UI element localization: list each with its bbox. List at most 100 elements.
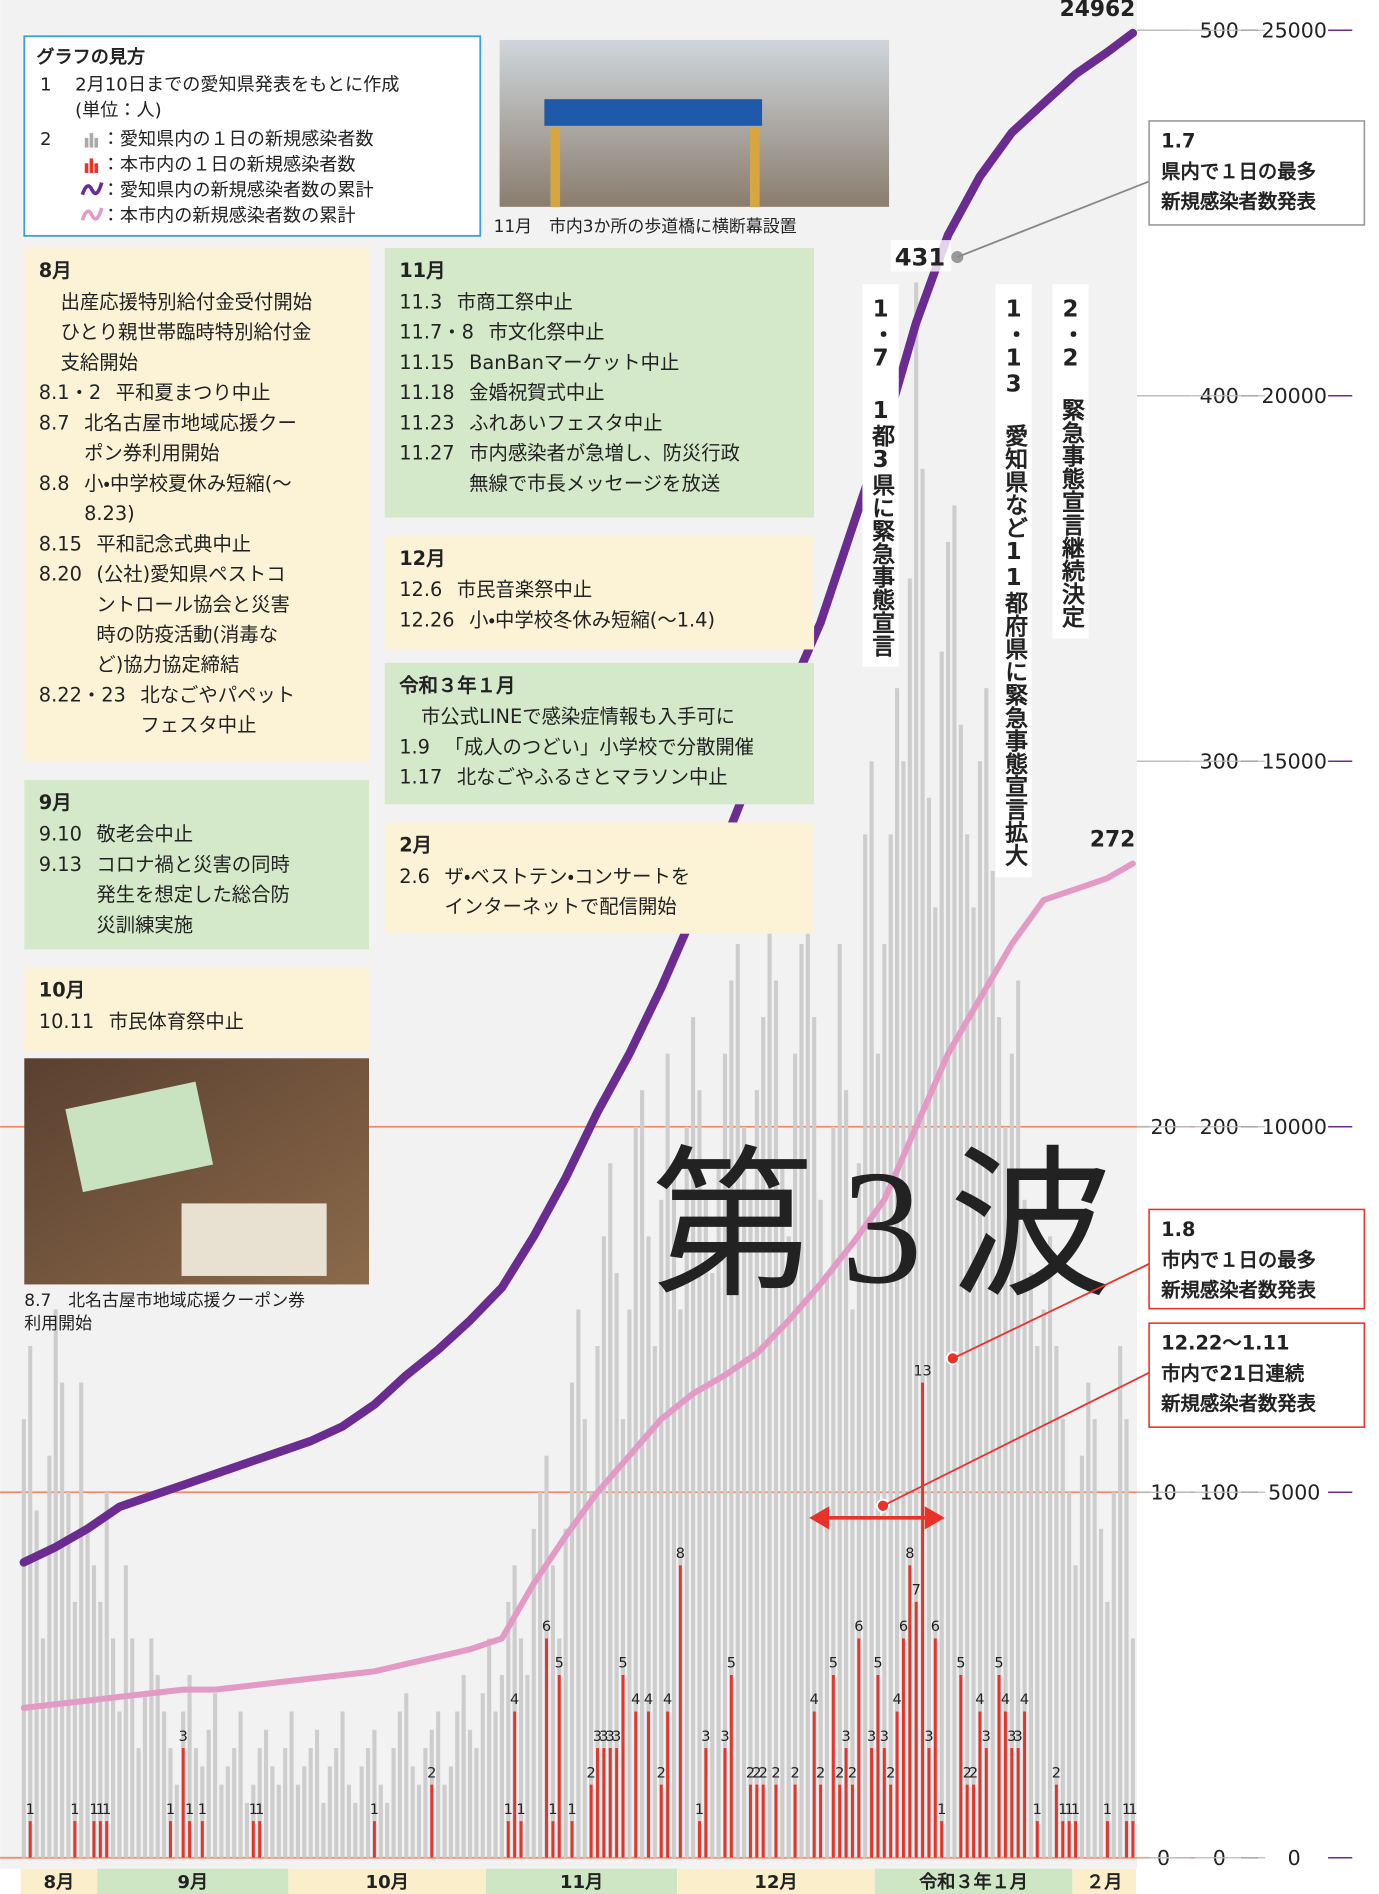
data-label: 2 [1052, 1765, 1061, 1781]
bar [283, 1748, 287, 1858]
bar [1093, 1419, 1097, 1858]
bar [640, 1090, 644, 1858]
bar [1042, 1309, 1046, 1857]
bar [143, 1693, 147, 1857]
bar [328, 1766, 332, 1857]
bar [93, 1821, 96, 1858]
bar [264, 1730, 268, 1858]
bar [698, 1821, 701, 1858]
bar [462, 1675, 466, 1858]
bar [570, 1383, 574, 1858]
bar [513, 1712, 516, 1858]
bar [934, 1638, 937, 1857]
panel-title: 12月 [399, 547, 445, 570]
data-label: 1 [26, 1802, 35, 1818]
panel-title: 令和３年１月 [399, 674, 515, 697]
event-text: 「成人のつどい」小学校で分散開催 [445, 735, 755, 758]
legend-entry: ：本市内の新規感染者数の累計 [102, 205, 356, 226]
bar [124, 1565, 128, 1857]
bar [972, 907, 976, 1857]
data-label: 1 [185, 1802, 194, 1818]
bar [239, 1712, 243, 1858]
announcement-text: 愛知県など11都府県に緊急事態宣言拡大 [1001, 424, 1029, 868]
data-label: 2 [759, 1765, 768, 1781]
bar [500, 1675, 504, 1858]
bar [302, 1766, 306, 1857]
announcement-date: 2・2 [1057, 296, 1083, 371]
legend-note: (単位：人) [75, 100, 162, 121]
data-label: 3 [1014, 1729, 1023, 1745]
bar [768, 907, 772, 1857]
bar [455, 1712, 459, 1858]
event-text: 8.23) [84, 502, 135, 525]
bar [417, 1785, 421, 1858]
legend-icon [85, 163, 89, 173]
bar [1118, 1346, 1122, 1858]
data-label: 8 [676, 1546, 685, 1562]
bar [321, 1803, 325, 1858]
event-date: 11.18 [399, 381, 454, 404]
bar [22, 1419, 26, 1858]
data-label: 5 [555, 1656, 564, 1672]
photo-detail [544, 99, 762, 126]
bar [175, 1785, 179, 1858]
bar [1029, 1273, 1033, 1858]
bar [411, 1766, 415, 1857]
data-label: 1 [504, 1802, 513, 1818]
bar [660, 1785, 663, 1858]
data-label: 4 [510, 1692, 519, 1708]
bar [889, 1785, 892, 1858]
bar [1080, 1456, 1084, 1858]
data-label: 4 [1001, 1692, 1010, 1708]
event-date: 11.15 [399, 351, 454, 374]
legend-icon [90, 158, 94, 173]
bar [1074, 1821, 1077, 1858]
data-label: 5 [727, 1656, 736, 1672]
end-label: 24962 [1060, 0, 1136, 22]
event-date: 11.27 [399, 442, 454, 465]
bar [596, 1748, 599, 1858]
announcement-text: 緊急事態宣言継続決定 [1057, 398, 1084, 629]
bar [309, 1748, 313, 1858]
data-label: 7 [912, 1583, 921, 1599]
callout-text: 新規感染者数発表 [1160, 190, 1316, 213]
event-text: BanBanマーケット中止 [469, 351, 679, 374]
event-text: フェスタ中止 [140, 714, 256, 737]
bar [666, 1712, 669, 1858]
event-date: 11.7・8 [399, 321, 474, 344]
bar [991, 871, 995, 1858]
legend-note: 2月10日までの愛知県発表をもとに作成 [75, 75, 399, 96]
bar [1068, 1821, 1071, 1858]
data-label: 5 [873, 1656, 882, 1672]
event-text: 敬老会中止 [96, 823, 193, 846]
bar [1061, 1419, 1065, 1858]
bar [538, 1492, 542, 1857]
bar [1010, 1748, 1013, 1858]
data-label: 1 [166, 1802, 175, 1818]
bar [391, 1748, 395, 1858]
bar [545, 1638, 548, 1857]
data-label: 1 [1071, 1802, 1080, 1818]
bar [602, 1748, 605, 1858]
event-text: ントロール協会と災害 [96, 593, 289, 616]
data-label: 1 [1103, 1802, 1112, 1818]
end-label: 272 [1090, 828, 1135, 853]
bar [385, 1803, 389, 1858]
event-date: 9.13 [39, 853, 82, 876]
data-label: 4 [631, 1692, 640, 1708]
bar [615, 1748, 618, 1858]
event-text: (公社)愛知県ペストコ [96, 563, 285, 586]
event-text: ふれあいフェスタ中止 [469, 411, 662, 434]
bar [679, 1565, 682, 1857]
data-label: 2 [848, 1765, 857, 1781]
bar [130, 1638, 134, 1857]
data-label: 2 [657, 1765, 666, 1781]
panel-title: 9月 [39, 791, 72, 814]
bar [813, 1712, 816, 1858]
bar [156, 1675, 160, 1858]
event-text: ザ・ベストテン・コンサートを [445, 865, 691, 888]
event-text: ひとり親世帯臨時特別給付金 [61, 321, 312, 344]
data-label: 3 [720, 1729, 729, 1745]
event-date: 8.1・2 [39, 381, 101, 404]
y-tick-label: 25000 [1262, 18, 1327, 42]
